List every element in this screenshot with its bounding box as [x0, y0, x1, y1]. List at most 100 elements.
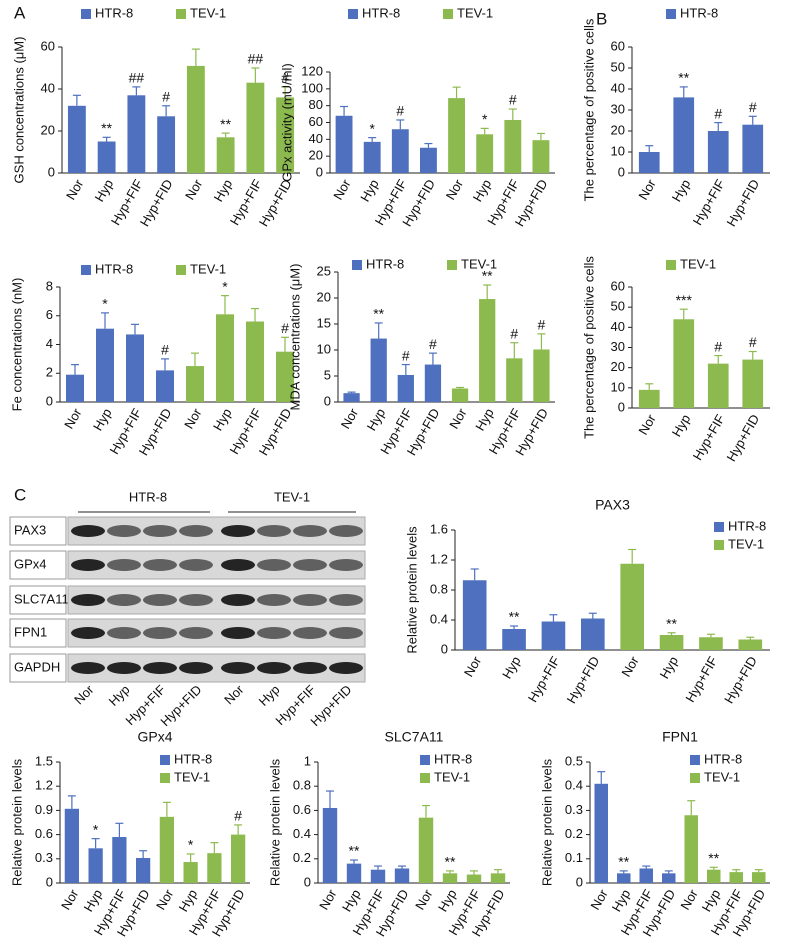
bar	[639, 868, 653, 883]
y-tick-label: 50	[611, 299, 625, 314]
bar	[466, 874, 482, 883]
annotation: *	[93, 821, 99, 837]
y-tick-label: 20	[309, 148, 323, 163]
x-tick-label: Hyp	[472, 406, 497, 434]
x-tick-label: Hyp	[470, 177, 495, 205]
x-tick-label: Nor	[316, 886, 340, 912]
annotation: **	[482, 268, 493, 284]
x-tick-label: Hyp	[210, 406, 235, 434]
bar	[322, 807, 338, 883]
blot-group-label: TEV-1	[274, 489, 310, 504]
legend-label: TEV-1	[461, 256, 497, 271]
bar	[738, 639, 763, 650]
y-tick-label: 40	[611, 319, 625, 334]
blot-row-label: GAPDH	[14, 659, 60, 674]
legend-swatch	[714, 540, 724, 550]
bar	[504, 119, 522, 173]
bar	[541, 621, 566, 650]
x-tick-label: Hyp	[669, 177, 694, 205]
annotation: *	[222, 278, 228, 294]
annotation: #	[402, 347, 410, 363]
legend-swatch	[81, 9, 91, 19]
legend-label: HTR-8	[704, 751, 742, 766]
annotation: **	[666, 615, 677, 631]
bar	[391, 129, 409, 173]
y-tick-label: 6	[46, 307, 53, 322]
x-tick-label: Nor	[63, 176, 87, 202]
blot-row-label: GPx4	[14, 556, 47, 571]
y-tick-label: 0	[618, 399, 625, 414]
bar	[742, 124, 764, 173]
blot-band	[179, 627, 213, 639]
annotation: *	[188, 837, 194, 853]
x-tick-label: Nor	[461, 653, 485, 679]
annotation: **	[509, 609, 520, 625]
bar	[96, 328, 114, 402]
bar	[506, 358, 523, 402]
bar	[156, 370, 174, 402]
bar	[729, 872, 743, 883]
annotation: #	[162, 89, 170, 105]
legend-label: HTR-8	[174, 751, 212, 766]
legend-swatch	[443, 9, 453, 19]
x-tick-label: Nor	[181, 405, 205, 431]
blot-band	[221, 627, 255, 639]
y-tick-label: 0	[441, 641, 448, 656]
bar	[186, 65, 205, 173]
x-tick-label: Hyp	[92, 177, 117, 205]
bar	[638, 152, 660, 173]
blot-band	[179, 525, 213, 537]
y-tick-label: 30	[611, 339, 625, 354]
y-tick-label: 8	[46, 278, 53, 293]
y-tick-label: 0	[48, 164, 55, 179]
annotation: *	[369, 120, 375, 136]
y-tick-label: 15	[317, 315, 331, 330]
y-tick-label: 40	[41, 80, 55, 95]
legend-label: HTR-8	[366, 256, 404, 271]
y-tick-label: 40	[611, 80, 625, 95]
blot-band	[179, 662, 213, 674]
bar	[276, 97, 295, 173]
blot-band	[221, 559, 255, 571]
bar	[594, 783, 608, 883]
blot-band	[179, 559, 213, 571]
bar	[112, 837, 127, 883]
bar	[64, 808, 79, 883]
bar	[707, 131, 729, 173]
y-tick-label: 0	[46, 393, 53, 408]
y-tick-label: 0.2	[565, 826, 583, 841]
blot-band	[143, 594, 177, 606]
x-tick-label: Hyp+FIF	[690, 177, 728, 228]
bar	[370, 869, 386, 883]
blot-band	[329, 559, 363, 571]
bar	[617, 873, 631, 883]
blot-label-box	[9, 550, 67, 580]
bar	[363, 141, 381, 173]
x-tick-label: Hyp+FIF	[682, 654, 720, 705]
bar	[66, 374, 84, 402]
y-tick-label: 20	[611, 122, 625, 137]
legend-swatch	[690, 773, 700, 783]
y-axis-label: Relative protein levels	[404, 526, 419, 654]
x-tick-label: Nor	[618, 653, 642, 679]
x-tick-label: Hyp+FID	[724, 412, 763, 464]
y-tick-label: 10	[611, 379, 625, 394]
chart-title: PAX3	[595, 497, 630, 513]
blot-band	[293, 594, 327, 606]
bar	[684, 815, 698, 883]
y-axis-label: The percentage of positive cells	[581, 256, 596, 439]
blot-band	[221, 662, 255, 674]
blot-band	[293, 627, 327, 639]
y-tick-label: 60	[41, 38, 55, 53]
panel-label: A	[14, 3, 26, 22]
blot-band	[107, 594, 141, 606]
x-tick-label: Hyp+FID	[564, 654, 603, 706]
bar	[448, 98, 465, 173]
y-axis-label: Relative protein levels	[539, 758, 554, 886]
legend-label: TEV-1	[190, 5, 226, 20]
x-tick-label: Hyp	[499, 654, 524, 682]
blot-row-label: FPN1	[14, 624, 47, 639]
y-tick-label: 30	[611, 101, 625, 116]
x-tick-label: Hyp	[364, 406, 389, 434]
x-tick-label: Hyp	[357, 177, 382, 205]
